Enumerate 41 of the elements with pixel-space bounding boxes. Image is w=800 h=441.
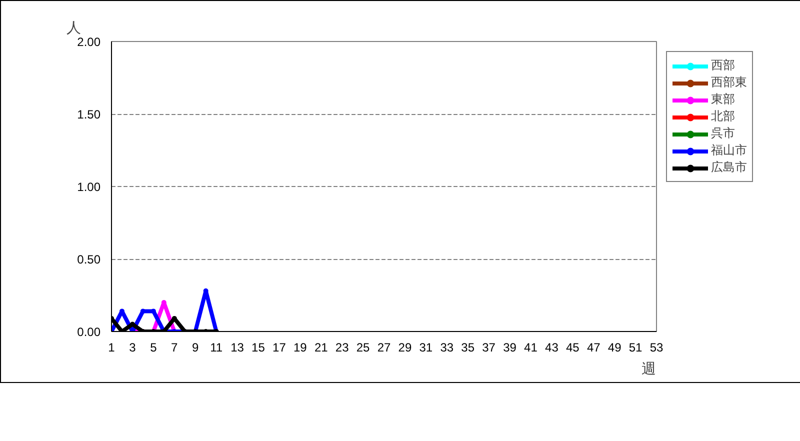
y-tick-label: 1.00 [77, 180, 101, 194]
x-tick-label: 23 [335, 340, 350, 354]
x-tick-label: 9 [192, 340, 200, 354]
x-tick-label: 15 [252, 340, 266, 354]
x-tick-label: 19 [293, 340, 308, 354]
x-tick-label: 13 [230, 340, 244, 354]
x-tick-label: 41 [524, 340, 538, 354]
y-tick-label: 0.00 [77, 325, 101, 339]
x-tick-label: 27 [377, 340, 391, 354]
x-tick-label: 25 [356, 340, 370, 354]
legend-label: 西部 [711, 57, 735, 74]
x-tick-label: 49 [608, 340, 622, 354]
x-tick-label: 21 [314, 340, 328, 354]
x-tick-label: 17 [272, 340, 286, 354]
x-tick-label: 51 [628, 340, 643, 354]
x-tick-label: 37 [482, 340, 496, 354]
legend-label: 北部 [711, 108, 735, 125]
x-tick-label: 31 [419, 340, 433, 354]
x-tick-label: 11 [210, 340, 223, 354]
x-tick-label: 3 [129, 340, 136, 354]
x-tick-label: 7 [171, 340, 178, 354]
x-tick-label: 45 [566, 340, 580, 354]
y-tick-label: 0.50 [77, 252, 101, 266]
x-tick-label: 47 [586, 340, 601, 354]
x-axis-title: 週 [642, 362, 656, 378]
legend-label: 東部 [711, 91, 735, 108]
x-tick-label: 39 [503, 340, 517, 354]
x-tick-label: 1 [108, 340, 116, 354]
x-tick-label: 5 [150, 340, 158, 354]
legend-label: 西部東 [711, 74, 747, 91]
x-tick-label: 33 [440, 340, 454, 354]
x-tick-label: 53 [650, 340, 664, 354]
x-tick-label: 43 [545, 340, 559, 354]
x-tick-label: 29 [398, 340, 412, 354]
y-tick-label: 1.50 [77, 108, 101, 122]
y-tick-label: 2.00 [77, 35, 101, 49]
legend-label: 広島市 [711, 159, 747, 176]
legend-label: 福山市 [711, 142, 747, 159]
legend-label: 呉市 [711, 125, 735, 142]
x-tick-label: 35 [461, 340, 475, 354]
y-axis-title: 人 [66, 20, 82, 36]
